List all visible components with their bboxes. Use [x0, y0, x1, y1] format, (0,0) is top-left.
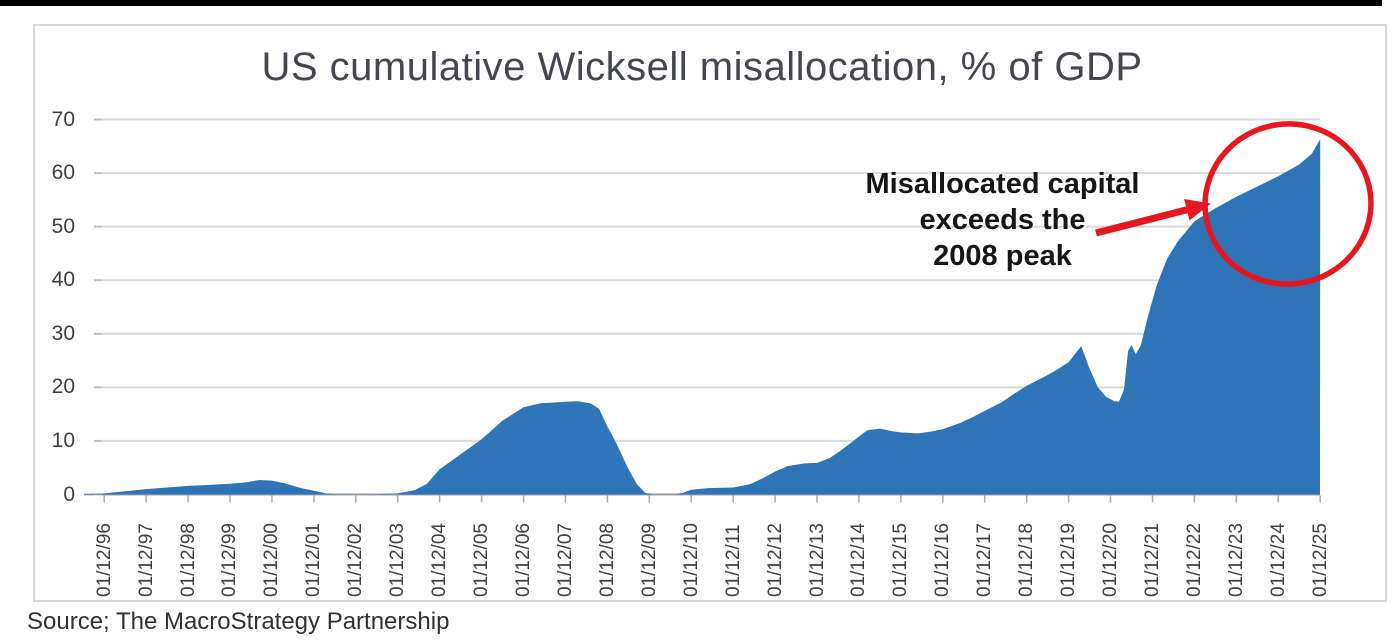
x-tick-label: 01/12/15 — [890, 523, 912, 597]
x-tick-label: 01/12/04 — [429, 523, 451, 597]
x-tick-label: 01/12/03 — [387, 523, 409, 597]
x-tick-label: 01/12/99 — [219, 523, 241, 597]
x-tick-label: 01/12/01 — [303, 523, 325, 597]
x-tick-label: 01/12/25 — [1309, 523, 1331, 597]
annotation-line-3: 2008 peak — [933, 240, 1072, 272]
x-tick-label: 01/12/00 — [261, 523, 283, 597]
x-tick-label: 01/12/19 — [1058, 523, 1080, 597]
y-tick-label: 0 — [63, 482, 75, 506]
y-tick-label: 70 — [51, 107, 75, 131]
x-tick-label: 01/12/22 — [1183, 523, 1205, 597]
x-tick-label: 01/12/09 — [638, 523, 660, 597]
y-tick-label: 10 — [51, 428, 75, 452]
x-tick-label: 01/12/97 — [135, 523, 157, 597]
x-tick-label: 01/12/12 — [764, 523, 786, 597]
y-tick-label: 30 — [51, 321, 75, 345]
top-black-bar — [0, 0, 1382, 6]
y-tick-label: 20 — [51, 375, 75, 399]
annotation-line-2: exceeds the — [919, 204, 1086, 236]
y-tick-label: 40 — [51, 268, 75, 292]
x-tick-label: 01/12/13 — [806, 523, 828, 597]
x-tick-label: 01/12/14 — [848, 523, 870, 597]
x-tick-label: 01/12/23 — [1225, 523, 1247, 597]
y-tick-label: 60 — [51, 161, 75, 185]
x-tick-label: 01/12/05 — [471, 523, 493, 597]
x-tick-label: 01/12/11 — [722, 524, 744, 597]
x-tick-label: 01/12/21 — [1141, 523, 1163, 597]
x-tick-label: 01/12/96 — [93, 523, 115, 597]
y-tick-label: 50 — [51, 214, 75, 238]
x-tick-label: 01/12/06 — [513, 523, 534, 597]
x-tick-label: 01/12/02 — [345, 523, 367, 597]
source-note: Source; The MacroStrategy Partnership — [27, 608, 450, 635]
x-tick-label: 01/12/17 — [974, 523, 996, 597]
annotation-text: Misallocated capital exceeds the 2008 pe… — [860, 166, 1145, 274]
x-tick-label: 01/12/20 — [1100, 523, 1122, 597]
x-tick-label: 01/12/07 — [554, 523, 576, 597]
x-tick-label: 01/12/16 — [932, 523, 954, 597]
area-series — [84, 139, 1321, 495]
x-tick-label: 01/12/10 — [680, 523, 702, 597]
x-tick-label: 01/12/24 — [1267, 523, 1289, 597]
x-tick-label: 01/12/98 — [177, 523, 199, 597]
highlight-circle — [1202, 121, 1374, 287]
x-tick-label: 01/12/18 — [1016, 523, 1038, 597]
annotation-arrow-shaft — [1095, 206, 1189, 237]
x-tick-label: 01/12/08 — [596, 523, 618, 597]
chart-title: US cumulative Wicksell misallocation, % … — [261, 45, 1143, 89]
annotation-line-1: Misallocated capital — [865, 168, 1140, 200]
